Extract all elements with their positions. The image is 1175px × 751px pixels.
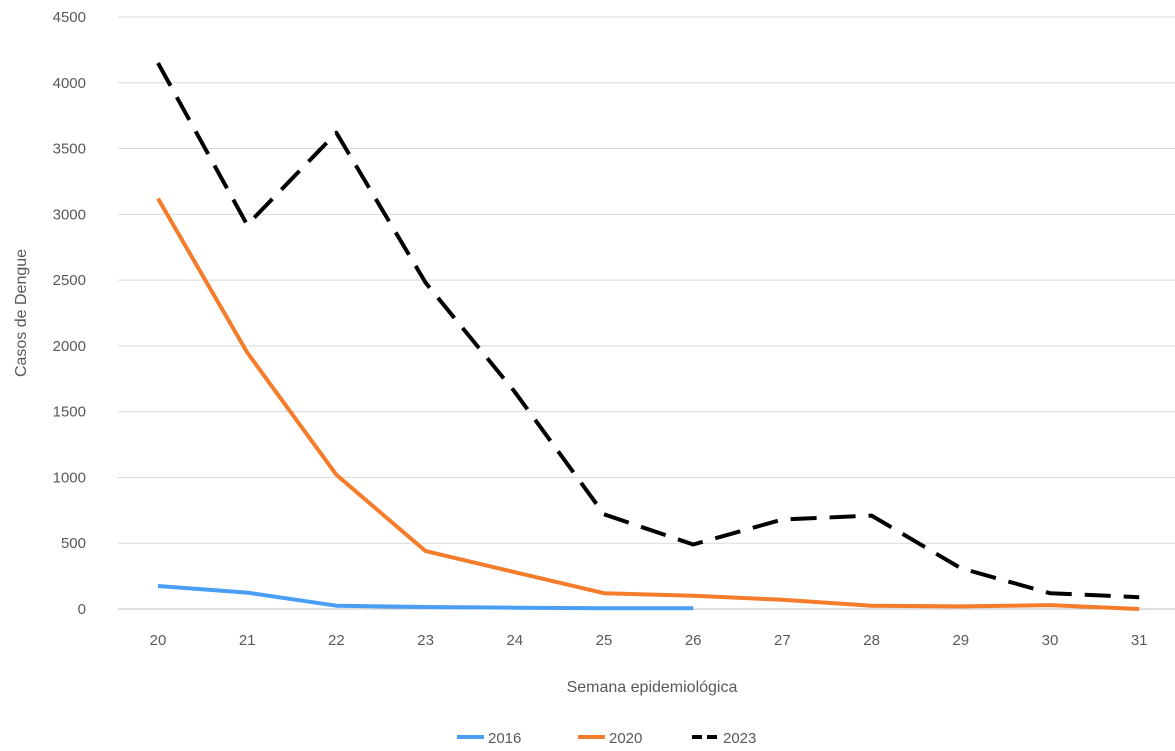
y-tick-label: 4500 (53, 9, 86, 26)
data-point-2016 (245, 591, 249, 595)
data-point-2016 (602, 606, 606, 610)
x-tick-label: 31 (1131, 632, 1148, 649)
data-point-2023 (156, 61, 160, 65)
y-axis-title: Casos de Dengue (13, 249, 30, 377)
series-line-2020 (156, 197, 1140, 611)
data-point-2020 (156, 197, 160, 201)
x-tick-label: 20 (150, 632, 167, 649)
data-point-2023 (424, 281, 428, 285)
y-tick-label: 2000 (53, 338, 86, 355)
x-tick-label: 21 (239, 632, 256, 649)
x-tick-label: 23 (417, 632, 434, 649)
legend-label: 2023 (723, 730, 756, 746)
x-tick-label: 27 (774, 632, 791, 649)
x-tick-label: 22 (328, 632, 345, 649)
data-point-2020 (959, 604, 963, 608)
data-point-2023 (870, 514, 874, 518)
y-tick-label: 1000 (53, 469, 86, 486)
y-tick-label: 4000 (53, 75, 86, 92)
y-tick-label: 3000 (53, 206, 86, 223)
series-line-2023 (156, 62, 1140, 600)
data-point-2023 (780, 518, 784, 522)
data-point-2020 (245, 350, 249, 354)
data-point-2020 (424, 549, 428, 553)
x-tick-label: 26 (685, 632, 702, 649)
data-point-2020 (513, 570, 517, 574)
data-point-2023 (334, 131, 338, 135)
series-lines (156, 61, 1141, 611)
x-tick-label: 25 (596, 632, 613, 649)
y-axis-tick-labels: 0 500 1000 1500 2000 2500 3000 3500 4000 4500 (53, 9, 86, 618)
data-point-2023 (513, 390, 517, 394)
data-point-2020 (780, 598, 784, 602)
data-point-2023 (691, 543, 695, 547)
data-point-2023 (1048, 591, 1052, 595)
data-point-2016 (513, 606, 517, 610)
x-tick-label: 29 (952, 632, 969, 649)
legend-label: 2020 (609, 730, 642, 746)
data-point-2020 (602, 591, 606, 595)
data-point-2023 (1137, 595, 1141, 599)
data-point-2016 (691, 606, 695, 610)
data-point-2020 (870, 604, 874, 608)
data-point-2016 (334, 604, 338, 608)
data-point-2020 (334, 473, 338, 477)
x-axis-title: Semana epidemiológica (567, 679, 738, 696)
x-tick-label: 30 (1042, 632, 1059, 649)
data-point-2016 (156, 584, 160, 588)
x-tick-label: 24 (506, 632, 523, 649)
data-point-2016 (424, 605, 428, 609)
data-point-2023 (959, 566, 963, 570)
data-point-2020 (1048, 603, 1052, 607)
gridlines (118, 16, 1175, 610)
data-point-2023 (602, 512, 606, 516)
y-tick-label: 2500 (53, 272, 86, 289)
legend: 2016 2020 2023 (457, 730, 756, 747)
x-axis-tick-labels: 20 21 22 23 24 25 26 27 28 29 30 31 (150, 632, 1148, 649)
y-tick-label: 0 (78, 601, 86, 618)
x-tick-label: 28 (863, 632, 880, 649)
data-point-2020 (691, 594, 695, 598)
y-tick-label: 3500 (53, 141, 86, 158)
data-point-2020 (1137, 607, 1141, 611)
y-tick-label: 1500 (53, 404, 86, 421)
data-point-2023 (245, 223, 249, 227)
series-line-2016 (157, 584, 694, 611)
legend-label: 2016 (488, 730, 521, 746)
y-tick-label: 500 (61, 535, 86, 552)
